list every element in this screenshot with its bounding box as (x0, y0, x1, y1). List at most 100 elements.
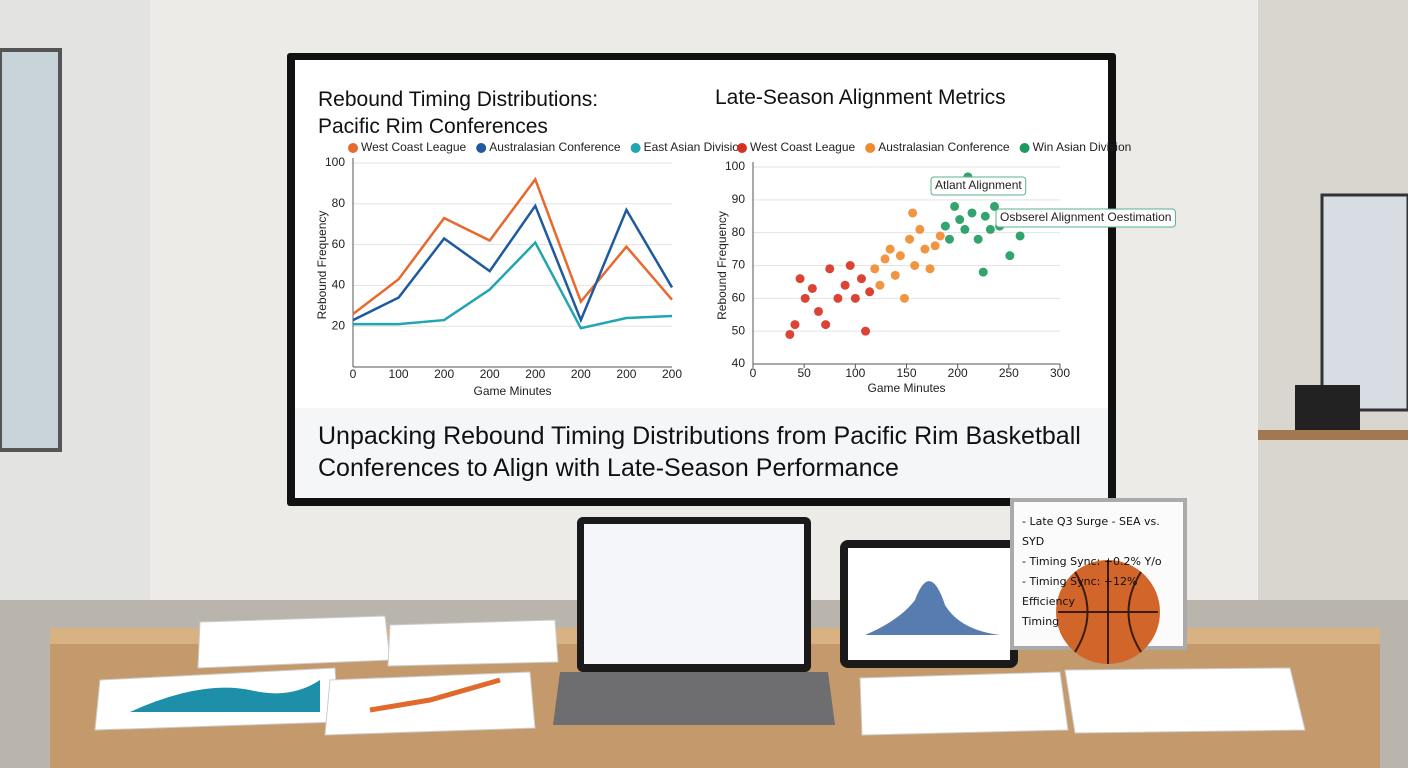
scatter-point (967, 208, 977, 218)
scatter-point (875, 280, 885, 290)
chart-title: Rebound Timing Distributions: Pacific Ri… (318, 88, 599, 138)
office-desk (1258, 430, 1408, 440)
scatter-point (973, 234, 983, 244)
scatter-point (910, 261, 920, 270)
legend-label: Australasian Conference (878, 140, 1010, 154)
x-tick-label: 200 (525, 367, 545, 381)
scatter-point (840, 280, 850, 290)
x-tick-label: 0 (350, 367, 357, 381)
scatter-point (955, 215, 965, 225)
note: - Timing Sync: +0.2% Y/o (1022, 555, 1162, 568)
legend-swatch (737, 143, 747, 153)
series-line (353, 240, 673, 330)
legend-label: East Asian Division (644, 140, 746, 154)
x-tick-label: 0 (750, 366, 757, 380)
scatter-point (935, 231, 945, 241)
legend-swatch (630, 143, 641, 153)
x-tick-label: 100 (845, 366, 865, 380)
scatter-point (920, 244, 930, 254)
office-monitor (1295, 385, 1360, 430)
y-tick-label: 40 (332, 278, 346, 292)
y-axis-label: Rebound Frequency (715, 211, 729, 320)
tablet-chart (865, 581, 1000, 635)
y-tick-label: 60 (332, 237, 346, 251)
x-tick-label: 200 (434, 367, 454, 381)
y-tick-label: 40 (732, 356, 746, 370)
scatter-point (795, 274, 805, 284)
y-tick-label: 70 (732, 258, 746, 272)
x-axis-label: Game Minutes (473, 384, 551, 398)
scatter-point (813, 306, 823, 316)
scatter-point (1005, 251, 1015, 261)
legend-swatch (1019, 143, 1030, 153)
y-tick-label: 100 (725, 159, 745, 173)
x-tick-label: 250 (999, 366, 1019, 380)
x-tick-label: 200 (571, 367, 591, 381)
scatter-point (785, 329, 795, 339)
report-chart (369, 677, 501, 713)
window-right (1320, 193, 1408, 412)
report-chart (130, 680, 320, 712)
basketball-seams (1058, 560, 1158, 664)
legend-label: West Coast League (361, 140, 467, 154)
scatter-point (925, 264, 935, 274)
x-tick-label: 200 (948, 366, 968, 380)
scatter-point (899, 293, 909, 303)
scatter-point (960, 224, 970, 234)
scatter-point (908, 208, 918, 218)
y-tick-label: 20 (332, 318, 346, 332)
window (0, 48, 62, 452)
scatter-point (915, 224, 925, 234)
annotation: Osbserel Alignment Oestimation (1000, 210, 1171, 224)
scatter-point (845, 261, 855, 270)
y-axis-label: Rebound Frequency (315, 211, 329, 320)
legend-swatch (348, 143, 358, 153)
report (859, 671, 1069, 736)
annotation: Atlant Alignment (935, 178, 1022, 192)
note: Timing (1022, 615, 1060, 628)
scatter-point (890, 270, 900, 280)
scatter-point (833, 293, 843, 303)
note: - Late Q3 Surge - SEA vs. SYD (1022, 515, 1160, 548)
scatter-point (885, 244, 895, 254)
scatter-point (978, 267, 988, 277)
scatter-point (1015, 231, 1025, 241)
headline: Unpacking Rebound Timing Distributions f… (318, 422, 1081, 482)
scatter-point (800, 293, 810, 303)
scatter-point (870, 264, 880, 274)
x-tick-label: 300 (1050, 366, 1070, 380)
scatter-point (944, 234, 954, 244)
scatter-point (880, 254, 890, 264)
scatter-point (865, 287, 875, 297)
legend-label: West Coast League (750, 140, 856, 154)
y-tick-label: 50 (732, 323, 746, 337)
scatter-point (807, 283, 817, 293)
series-line (352, 203, 674, 324)
report (1064, 667, 1306, 734)
x-axis-label: Game Minutes (867, 381, 945, 395)
scatter-point (895, 251, 905, 261)
scatter-point (825, 264, 835, 274)
annotation-box (995, 208, 1176, 228)
scatter-point (790, 320, 800, 330)
scatter-point (856, 274, 866, 284)
y-tick-label: 80 (732, 225, 746, 239)
scatter-point (930, 241, 940, 251)
scatter-point (821, 320, 831, 330)
scatter-point (905, 234, 915, 244)
y-tick-label: 90 (732, 192, 746, 206)
series-line (352, 176, 673, 315)
whiteboard-notes: - Late Q3 Surge - SEA vs. SYD - Timing S… (1022, 512, 1182, 632)
report (197, 615, 391, 669)
scatter-point (950, 201, 960, 211)
x-tick-label: 200 (662, 367, 682, 381)
scatter-point (980, 211, 990, 221)
report (324, 671, 536, 736)
y-tick-label: 80 (332, 196, 346, 210)
x-tick-label: 200 (616, 367, 636, 381)
laptop-display (584, 524, 804, 664)
scatter-point (850, 293, 860, 303)
legend-swatch (865, 143, 876, 153)
